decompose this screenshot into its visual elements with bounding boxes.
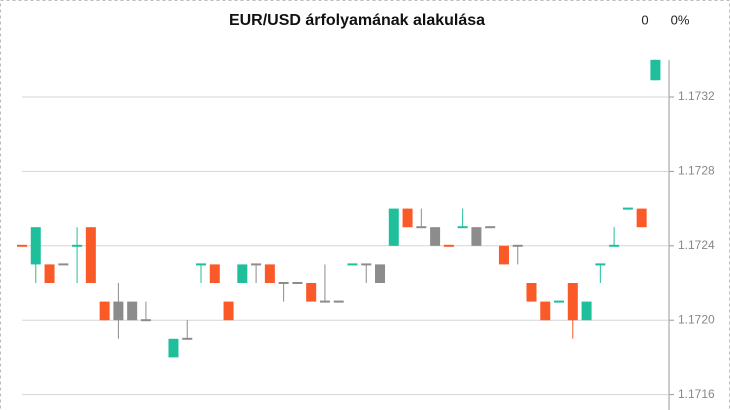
candle-body [72, 244, 83, 247]
change-pct: 0% [671, 12, 690, 27]
candle-body [58, 263, 69, 266]
y-tick-label: 1.1728 [678, 164, 715, 178]
candle-body [319, 300, 330, 303]
candle-body [402, 208, 413, 228]
candle-body [430, 227, 441, 246]
candle-body [17, 244, 27, 247]
y-tick-label: 1.1716 [678, 387, 715, 401]
candle-body [581, 301, 592, 321]
candle-body [416, 226, 427, 229]
candle-body [361, 263, 372, 266]
candle-body [127, 301, 138, 321]
candle-body [306, 283, 317, 302]
change: 0 [641, 12, 648, 27]
candle-body [375, 264, 386, 283]
candle-body [540, 301, 551, 321]
candle-body [636, 208, 647, 228]
candle-body [113, 301, 124, 321]
candle-body [526, 283, 537, 302]
candle-body [457, 226, 468, 229]
candle-body [567, 283, 578, 321]
candle-body [622, 207, 633, 210]
candle-body [388, 208, 399, 246]
candle-body [196, 263, 207, 266]
candle-body [292, 282, 303, 284]
y-tick-label: 1.1724 [678, 238, 715, 252]
candle-body [168, 338, 179, 358]
candle-body [471, 227, 482, 246]
candle-body [140, 319, 151, 322]
y-tick-label: 1.1732 [678, 89, 715, 103]
candle-body [554, 300, 565, 303]
candle-body [347, 263, 358, 266]
candle-body [512, 244, 523, 247]
candle-body [264, 264, 275, 283]
y-tick-label: 1.1720 [678, 312, 715, 326]
candle-body [498, 245, 509, 265]
candle-body [237, 264, 248, 283]
candle-body [182, 337, 193, 340]
candle-body [209, 264, 220, 283]
candle-body [44, 264, 55, 283]
candle-body [85, 227, 96, 283]
candle-body [650, 59, 661, 81]
candle-body [223, 301, 234, 321]
candle-body [333, 300, 344, 303]
candle-body [595, 263, 606, 266]
candle-body [251, 263, 262, 266]
candle-body [609, 244, 620, 247]
candle-body [30, 227, 41, 265]
candle-body [99, 301, 110, 321]
chart-title: EUR/USD árfolyamának alakulása [229, 12, 485, 29]
candle-body [485, 226, 496, 229]
candle-body [278, 282, 289, 284]
candle-body [443, 244, 454, 247]
